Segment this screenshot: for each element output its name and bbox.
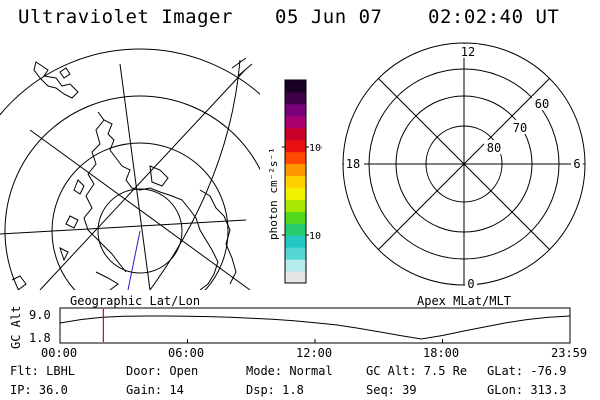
- colorbar-cell: [285, 103, 306, 117]
- label-backdrop: [571, 156, 583, 171]
- dsp-status: Dsp: 1.8: [246, 383, 304, 397]
- lat-circle: [0, 48, 260, 116]
- coastline: [59, 67, 71, 79]
- seq-status: Seq: 39: [366, 383, 417, 397]
- lon-line: [0, 219, 247, 235]
- colorbar-cell: [285, 151, 306, 165]
- glat-status: GLat: -76.9: [487, 364, 567, 378]
- mlt-caption: Apex MLat/MLT: [417, 294, 511, 308]
- date-label: 05 Jun 07: [275, 6, 383, 28]
- coastline: [33, 61, 79, 99]
- mlt-meridian: [377, 77, 551, 251]
- x-tick-label: 00:00: [41, 346, 77, 360]
- colorbar-label: photon cm⁻²s⁻¹: [267, 147, 280, 240]
- chart-ylabel: GC Alt: [9, 306, 23, 349]
- colorbar-cell: [285, 139, 306, 153]
- mlat-label-70: 70: [513, 121, 527, 135]
- coastline: [149, 165, 169, 187]
- label-backdrop: [460, 44, 478, 58]
- mlt-label-18: 18: [346, 157, 360, 171]
- geographic-map: [0, 48, 260, 290]
- y-tick-label: 9.0: [29, 308, 51, 322]
- door-status: Door: Open: [126, 364, 199, 378]
- colorbar-tick-label: 10: [309, 231, 321, 242]
- coastline: [199, 189, 237, 285]
- time-label: 02:02:40 UT: [428, 6, 560, 28]
- colorbar-cell: [285, 271, 306, 284]
- mlt-label-6: 6: [573, 157, 580, 171]
- series-line: [59, 315, 571, 340]
- instrument-title: Ultraviolet Imager: [18, 6, 233, 28]
- lon-line: [149, 59, 241, 290]
- mlt-label-12: 12: [461, 45, 475, 59]
- x-tick-label: 23:59: [551, 346, 587, 360]
- x-tick-label: 12:00: [296, 346, 332, 360]
- coastline: [11, 275, 27, 290]
- coastline: [95, 271, 119, 290]
- mlt-polar-plot: 12 18 6 0 60 70 80: [342, 42, 586, 291]
- x-tick-label: 18:00: [423, 346, 459, 360]
- lat-circle: [4, 95, 260, 290]
- gain-status: Gain: 14: [126, 383, 184, 397]
- map-edge-mark: [231, 57, 253, 77]
- colorbar-cell: [285, 175, 306, 188]
- lat-circle: [97, 188, 183, 274]
- lon-line: [119, 63, 151, 290]
- label-backdrop: [484, 140, 504, 154]
- mlat-label-80: 80: [487, 141, 501, 155]
- colorbar-frame: [284, 79, 307, 284]
- colorbar-cell: [285, 187, 306, 200]
- lon-line: [29, 129, 251, 290]
- coastline: [83, 119, 127, 273]
- lon-line: [39, 69, 246, 290]
- y-tick-label: 1.8: [29, 331, 51, 345]
- mode-status: Mode: Normal: [246, 364, 333, 378]
- colorbar-cell: [285, 127, 306, 141]
- colorbar: 100 10 photon cm⁻²s⁻¹: [267, 79, 322, 284]
- ip-status: IP: 36.0: [10, 383, 68, 397]
- gcalt-status: GC Alt: 7.5 Re: [366, 364, 468, 378]
- label-backdrop: [465, 276, 477, 290]
- colorbar-cell: [285, 199, 306, 212]
- footprint-track: [127, 230, 141, 290]
- colorbar-cell: [285, 163, 306, 177]
- coastline: [59, 179, 85, 262]
- label-backdrop: [344, 156, 364, 171]
- altitude-chart: GC Alt 9.0 1.8 00:00 06:00 12:00 18:00 2…: [9, 306, 587, 360]
- colorbar-tick-label: 100: [309, 143, 322, 154]
- colorbar-cell: [285, 115, 306, 129]
- colorbar-cell: [285, 223, 306, 236]
- coastline: [97, 111, 219, 290]
- colorbar-cell: [285, 91, 306, 105]
- filter-status: Flt: LBHL: [10, 364, 76, 378]
- x-tick-label: 06:00: [168, 346, 204, 360]
- label-backdrop: [532, 96, 552, 110]
- geo-caption: Geographic Lat/Lon: [70, 294, 201, 308]
- label-backdrop: [510, 120, 530, 134]
- colorbar-cell: [285, 235, 306, 248]
- colorbar-cell: [285, 80, 306, 93]
- colorbar-cell: [285, 259, 306, 272]
- mlt-label-0: 0: [467, 277, 474, 291]
- glon-status: GLon: 313.3: [487, 383, 567, 397]
- colorbar-cell: [285, 247, 306, 260]
- colorbar-cell: [285, 211, 306, 224]
- mlat-label-60: 60: [535, 97, 549, 111]
